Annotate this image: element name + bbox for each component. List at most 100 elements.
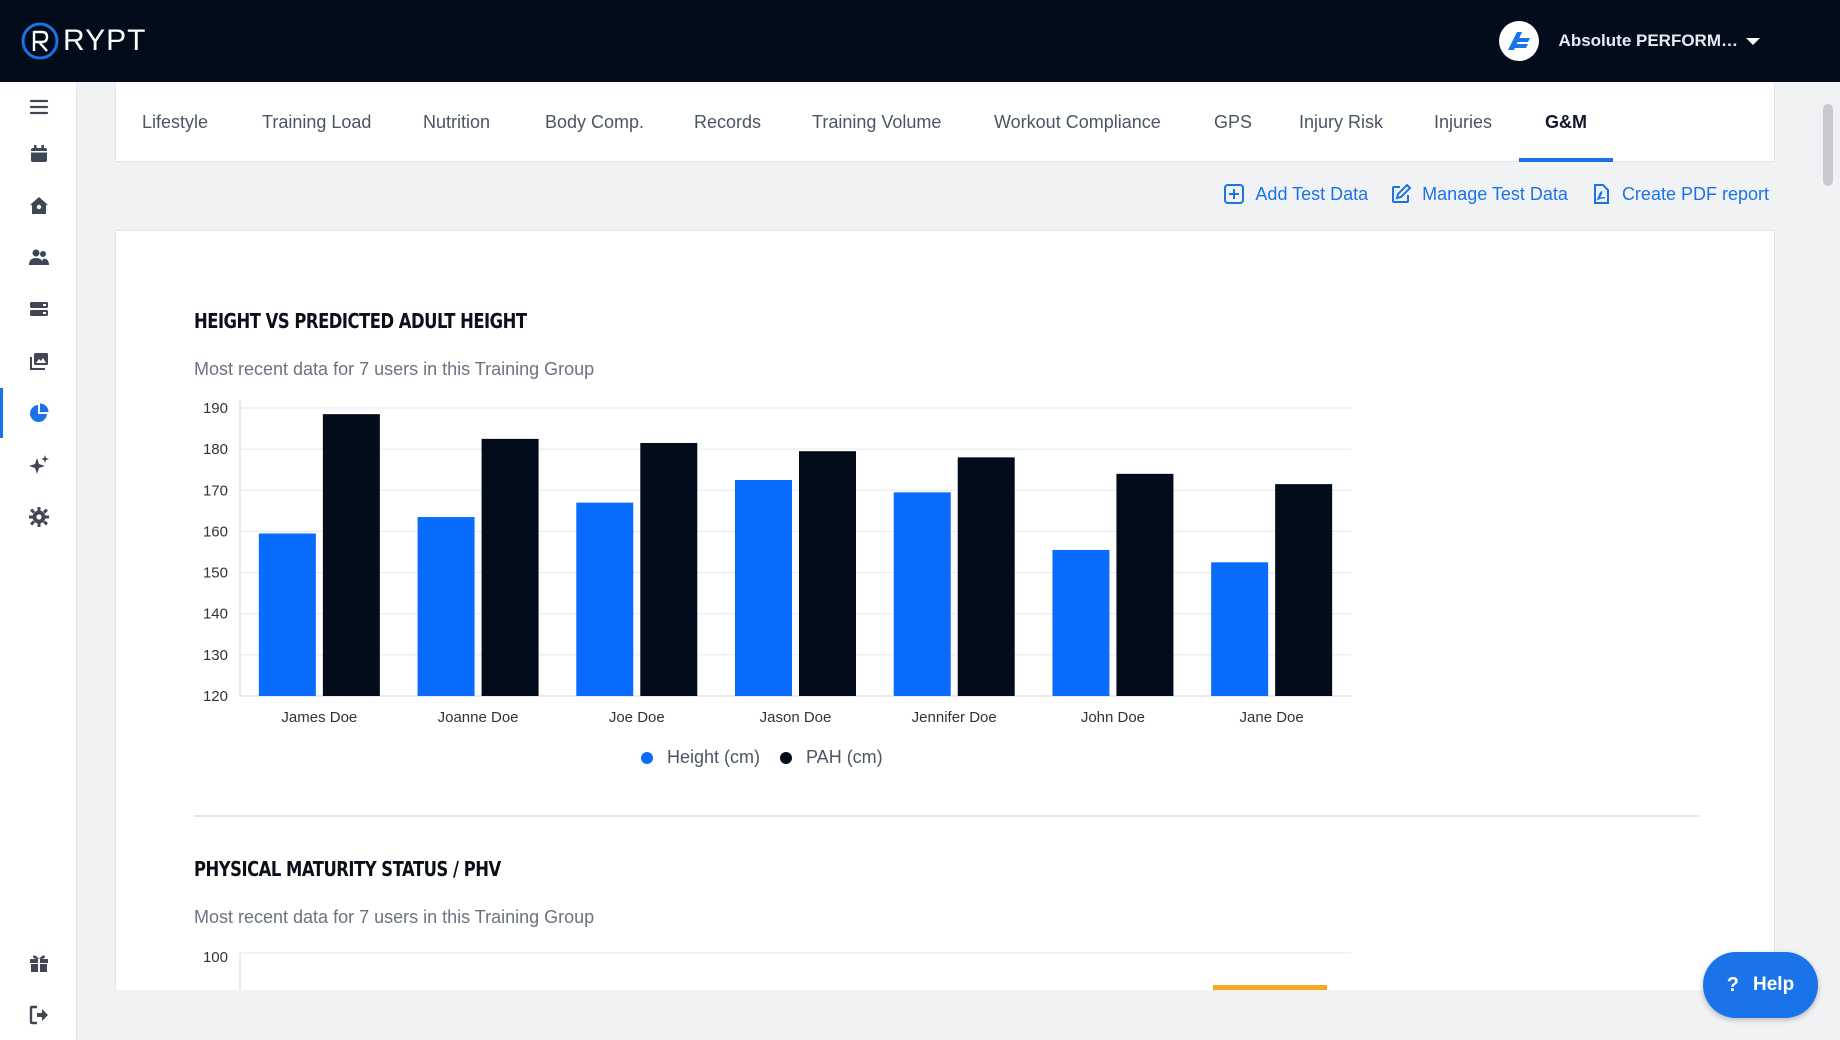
tab-lifestyle[interactable]: Lifestyle xyxy=(142,111,209,132)
gift-icon xyxy=(29,955,48,972)
legend-label-height: Height (cm) xyxy=(667,747,761,767)
home-icon xyxy=(29,197,48,214)
phv-chart: 100 xyxy=(203,949,1351,990)
bar-pah xyxy=(481,438,539,696)
logo-text: RYPT xyxy=(63,24,147,57)
pdf-file-icon xyxy=(1593,184,1609,204)
org-name: Absolute PERFORM… xyxy=(1558,31,1738,50)
analytics-tabs: Lifestyle Training Load Nutrition Body C… xyxy=(115,82,1775,162)
edit-icon xyxy=(1392,183,1412,203)
bar-height xyxy=(576,502,634,696)
sidebar-item-logout[interactable] xyxy=(0,990,77,1040)
bar-height xyxy=(735,480,792,696)
phv-bar xyxy=(1213,985,1327,990)
tab-gm[interactable]: G&M xyxy=(1519,82,1613,162)
sidebar-item-users[interactable] xyxy=(0,232,77,282)
sidebar-item-home[interactable] xyxy=(0,181,77,231)
pie-chart-icon xyxy=(29,403,48,422)
legend-item-height[interactable]: Height (cm) xyxy=(641,747,760,768)
sidebar-item-menu[interactable] xyxy=(0,82,77,132)
manage-test-data-label: Manage Test Data xyxy=(1422,183,1568,204)
x-category-label: Jane Doe xyxy=(1240,709,1304,726)
section-title-phv: PHYSICAL MATURITY STATUS / PHV xyxy=(194,857,501,881)
scrollbar-thumb[interactable] xyxy=(1823,104,1833,186)
help-button[interactable]: ? Help xyxy=(1703,952,1818,1018)
y-tick-label: 160 xyxy=(203,523,228,540)
tab-injuries[interactable]: Injuries xyxy=(1434,111,1493,132)
bar-height xyxy=(1211,562,1269,696)
tab-nutrition[interactable]: Nutrition xyxy=(423,111,491,132)
menu-icon xyxy=(29,99,48,115)
sidebar-item-settings[interactable] xyxy=(0,492,77,542)
phv-ytick-label: 100 xyxy=(203,949,228,966)
create-pdf-report-label: Create PDF report xyxy=(1621,183,1769,204)
org-avatar xyxy=(1498,21,1539,61)
bar-height xyxy=(1052,549,1110,696)
tab-injury-risk[interactable]: Injury Risk xyxy=(1299,111,1384,132)
x-category-label: Joanne Doe xyxy=(438,709,519,726)
tab-records[interactable]: Records xyxy=(694,111,762,132)
sidebar-item-ai[interactable] xyxy=(0,440,77,490)
tab-body-comp[interactable]: Body Comp. xyxy=(545,111,645,132)
x-category-label: Jason Doe xyxy=(760,709,832,726)
gm-content-card: HEIGHT VS PREDICTED ADULT HEIGHT Most re… xyxy=(115,230,1775,990)
y-tick-label: 190 xyxy=(203,400,228,417)
y-tick-label: 120 xyxy=(203,688,228,705)
sidebar xyxy=(0,82,77,1040)
sidebar-item-gallery[interactable] xyxy=(0,336,77,386)
sidebar-item-calendar[interactable] xyxy=(0,129,77,179)
bar-pah xyxy=(957,457,1015,696)
tab-training-volume[interactable]: Training Volume xyxy=(812,111,942,132)
bar-pah xyxy=(640,442,698,696)
help-label: Help xyxy=(1753,974,1795,995)
gallery-icon xyxy=(29,353,48,370)
legend-item-pah[interactable]: PAH (cm) xyxy=(780,747,883,768)
chevron-down-icon xyxy=(1746,37,1760,45)
page-scrollbar[interactable] xyxy=(1818,82,1840,1040)
manage-test-data-button[interactable]: Manage Test Data xyxy=(1390,183,1568,205)
app-logo[interactable]: RYPT xyxy=(20,21,146,61)
top-bar: RYPT Absolute PERFORM… xyxy=(0,0,1840,82)
section-title-height-vs-pah: HEIGHT VS PREDICTED ADULT HEIGHT xyxy=(194,309,527,333)
sidebar-item-gift[interactable] xyxy=(0,938,77,988)
legend-dot-height xyxy=(641,751,653,764)
plus-square-icon xyxy=(1224,184,1245,204)
bar-pah xyxy=(799,451,856,696)
sidebar-item-database[interactable] xyxy=(0,284,77,334)
y-tick-label: 130 xyxy=(203,647,228,664)
height-vs-pah-chart: 120 130 140 150 160 170 180 190 James Doe Joanne … xyxy=(203,400,1351,726)
action-bar: Add Test Data Manage Test Data Create PD… xyxy=(1201,183,1769,205)
y-tick-label: 140 xyxy=(203,606,228,623)
x-category-label: Joe Doe xyxy=(609,709,665,726)
bar-height xyxy=(417,517,475,696)
bar-pah xyxy=(322,414,380,696)
bar-height xyxy=(258,533,316,696)
question-icon: ? xyxy=(1726,973,1740,996)
bar-pah xyxy=(1275,484,1333,696)
bar-height xyxy=(893,492,951,696)
bar-pah xyxy=(1116,473,1174,696)
org-switcher[interactable]: Absolute PERFORM… xyxy=(1498,21,1760,61)
tab-gps[interactable]: GPS xyxy=(1214,111,1253,132)
x-category-label: John Doe xyxy=(1081,709,1145,726)
section-subtitle-height-vs-pah: Most recent data for 7 users in this Tra… xyxy=(194,359,595,379)
org-logo-icon xyxy=(1507,32,1530,50)
section-subtitle-phv: Most recent data for 7 users in this Tra… xyxy=(194,907,595,927)
y-tick-label: 150 xyxy=(203,565,228,582)
tab-training-load[interactable]: Training Load xyxy=(262,111,372,132)
calendar-icon xyxy=(30,145,47,162)
sparkles-icon xyxy=(28,455,49,474)
add-test-data-button[interactable]: Add Test Data xyxy=(1223,183,1368,205)
x-category-label: James Doe xyxy=(281,709,357,726)
sidebar-item-analytics[interactable] xyxy=(0,388,77,438)
y-tick-label: 170 xyxy=(203,482,228,499)
database-icon xyxy=(29,302,48,316)
tab-workout-compliance[interactable]: Workout Compliance xyxy=(994,111,1161,132)
logout-icon xyxy=(29,1005,48,1025)
users-icon xyxy=(28,249,49,265)
logo-mark-icon xyxy=(21,22,59,60)
section-divider xyxy=(194,815,1699,817)
y-tick-label: 180 xyxy=(203,441,228,458)
create-pdf-report-button[interactable]: Create PDF report xyxy=(1590,183,1769,205)
legend-label-pah: PAH (cm) xyxy=(806,747,883,767)
